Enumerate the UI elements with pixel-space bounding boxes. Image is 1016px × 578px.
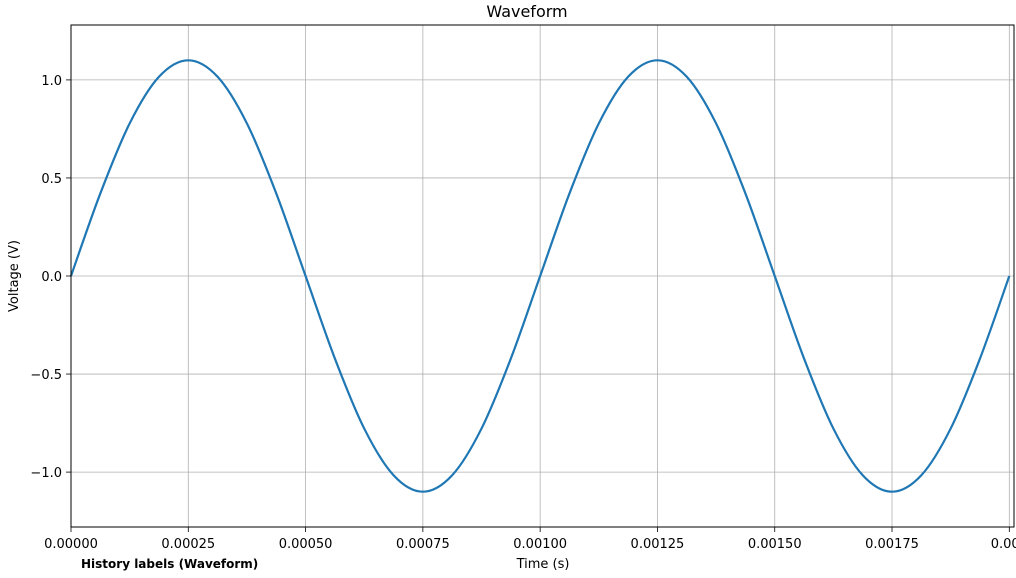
- x-tick-label: 0.00100: [513, 537, 567, 552]
- x-tick-label: 0.002: [991, 537, 1016, 552]
- y-axis-label: Voltage (V): [7, 240, 22, 312]
- y-tick-label: 0.5: [41, 172, 62, 187]
- y-tick-label: 1.0: [41, 74, 62, 89]
- history-labels-caption: History labels (Waveform): [81, 557, 259, 571]
- x-tick-label: 0.00000: [44, 537, 98, 552]
- x-tick-label: 0.00050: [279, 537, 333, 552]
- x-tick-label: 0.00175: [865, 537, 919, 552]
- x-tick-label: 0.00125: [631, 537, 685, 552]
- x-tick-label: 0.00025: [161, 537, 215, 552]
- grid-lines: [70, 25, 1014, 527]
- series-layer: [69, 59, 1011, 493]
- chart-title: Waveform: [486, 2, 567, 21]
- y-axis-ticks: −1.0 −0.5 0.0 0.5 1.0: [30, 74, 71, 481]
- x-axis-ticks: 0.00000 0.00025 0.00050 0.00075 0.00100 0.001…: [44, 527, 1016, 552]
- x-tick-label: 0.00075: [396, 537, 450, 552]
- x-axis-label: Time (s): [516, 557, 570, 572]
- y-tick-label: 0.0: [41, 270, 62, 285]
- y-tick-label: −0.5: [30, 368, 62, 383]
- y-tick-label: −1.0: [30, 466, 62, 481]
- series-line: [69, 59, 1011, 493]
- x-tick-label: 0.00150: [748, 537, 802, 552]
